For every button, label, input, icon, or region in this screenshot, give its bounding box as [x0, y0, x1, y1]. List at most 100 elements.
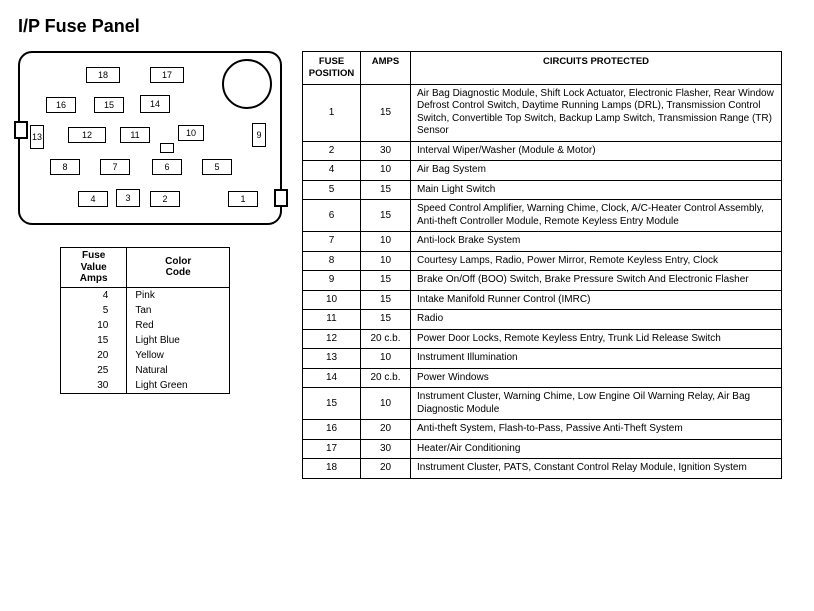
circuits-amps: 30 [361, 439, 411, 459]
circuits-row: 1820Instrument Cluster, PATS, Constant C… [303, 459, 782, 479]
color-code-color: Light Blue [127, 333, 230, 348]
circuits-desc: Radio [411, 310, 782, 330]
circuits-row: 1620Anti-theft System, Flash-to-Pass, Pa… [303, 420, 782, 440]
fuse-label: 7 [112, 162, 117, 172]
fuse-label: 11 [130, 130, 139, 140]
color-code-amps: 30 [61, 378, 127, 394]
circuits-amps: 20 [361, 459, 411, 479]
circuits-desc: Anti-lock Brake System [411, 232, 782, 252]
circuits-pos: 2 [303, 141, 361, 161]
color-code-color: Tan [127, 303, 230, 318]
circuits-desc: Power Windows [411, 368, 782, 388]
fuse-label: 4 [90, 194, 95, 204]
circuits-row: 1015Intake Manifold Runner Control (IMRC… [303, 290, 782, 310]
circuits-desc: Speed Control Amplifier, Warning Chime, … [411, 200, 782, 232]
circuits-pos: 17 [303, 439, 361, 459]
circuits-pos: 5 [303, 180, 361, 200]
circuits-desc: Power Door Locks, Remote Keyless Entry, … [411, 329, 782, 349]
circuits-amps: 15 [361, 290, 411, 310]
circuits-table: FUSEPOSITION AMPS CIRCUITS PROTECTED 115… [302, 51, 782, 479]
color-code-row: 20Yellow [61, 348, 230, 363]
circuits-pos: 18 [303, 459, 361, 479]
circuits-pos: 8 [303, 251, 361, 271]
fuse-label: 14 [150, 99, 160, 109]
circuits-desc: Main Light Switch [411, 180, 782, 200]
circuits-row: 115Air Bag Diagnostic Module, Shift Lock… [303, 84, 782, 141]
circuits-amps: 15 [361, 84, 411, 141]
circuits-amps: 10 [361, 161, 411, 181]
color-code-amps: 10 [61, 318, 127, 333]
color-code-color: Light Green [127, 378, 230, 394]
fuse-slot: 1 [228, 191, 258, 207]
fuse-slot: 12 [68, 127, 106, 143]
color-code-table: FuseValueAmps ColorCode 4Pink5Tan10Red15… [60, 247, 230, 394]
circuits-pos: 1 [303, 84, 361, 141]
main-layout: 181716151413121110987654321 FuseValueAmp… [8, 51, 806, 479]
circuits-amps: 10 [361, 232, 411, 252]
fuse-slot: 8 [50, 159, 80, 175]
circuits-row: 1420 c.b.Power Windows [303, 368, 782, 388]
fuse-slot: 15 [94, 97, 124, 113]
circuits-amps: 20 c.b. [361, 329, 411, 349]
circuits-desc: Air Bag Diagnostic Module, Shift Lock Ac… [411, 84, 782, 141]
circuits-amps: 20 [361, 420, 411, 440]
circuits-amps: 15 [361, 271, 411, 291]
fuse-slot: 10 [178, 125, 204, 141]
circuits-pos: 14 [303, 368, 361, 388]
circuits-amps: 15 [361, 180, 411, 200]
fuse-slot: 9 [252, 123, 266, 147]
circuits-row: 915Brake On/Off (BOO) Switch, Brake Pres… [303, 271, 782, 291]
circuits-amps: 10 [361, 349, 411, 369]
color-code-row: 10Red [61, 318, 230, 333]
color-code-row: 4Pink [61, 287, 230, 303]
fuse-slot: 16 [46, 97, 76, 113]
color-code-header-color: ColorCode [127, 248, 230, 288]
circuits-amps: 10 [361, 388, 411, 420]
circuits-header-amps: AMPS [361, 52, 411, 85]
fuse-label: 16 [56, 100, 66, 110]
color-code-body: 4Pink5Tan10Red15Light Blue20Yellow25Natu… [61, 287, 230, 393]
circuits-desc: Heater/Air Conditioning [411, 439, 782, 459]
panel-relay-icon [160, 143, 174, 153]
circuits-row: 615Speed Control Amplifier, Warning Chim… [303, 200, 782, 232]
circuits-row: 810Courtesy Lamps, Radio, Power Mirror, … [303, 251, 782, 271]
circuits-desc: Instrument Illumination [411, 349, 782, 369]
circuits-desc: Air Bag System [411, 161, 782, 181]
circuits-row: 1730Heater/Air Conditioning [303, 439, 782, 459]
color-code-amps: 4 [61, 287, 127, 303]
fuse-slot: 17 [150, 67, 184, 83]
circuits-desc: Courtesy Lamps, Radio, Power Mirror, Rem… [411, 251, 782, 271]
circuits-pos: 16 [303, 420, 361, 440]
color-code-color: Yellow [127, 348, 230, 363]
color-code-row: 15Light Blue [61, 333, 230, 348]
fuse-slot: 2 [150, 191, 180, 207]
circuits-amps: 20 c.b. [361, 368, 411, 388]
fuse-label: 18 [98, 70, 108, 80]
circuits-desc: Instrument Cluster, Warning Chime, Low E… [411, 388, 782, 420]
fuse-slot: 7 [100, 159, 130, 175]
fuse-slot: 18 [86, 67, 120, 83]
fuse-panel-diagram: 181716151413121110987654321 [18, 51, 282, 225]
circuits-row: 1310Instrument Illumination [303, 349, 782, 369]
circuits-row: 1220 c.b.Power Door Locks, Remote Keyles… [303, 329, 782, 349]
fuse-label: 10 [186, 128, 196, 138]
circuits-desc: Instrument Cluster, PATS, Constant Contr… [411, 459, 782, 479]
circuits-amps: 15 [361, 200, 411, 232]
fuse-slot: 3 [116, 189, 140, 207]
circuits-desc: Interval Wiper/Washer (Module & Motor) [411, 141, 782, 161]
fuse-slot: 14 [140, 95, 170, 113]
left-column: 181716151413121110987654321 FuseValueAmp… [8, 51, 282, 394]
color-code-amps: 20 [61, 348, 127, 363]
circuits-desc: Intake Manifold Runner Control (IMRC) [411, 290, 782, 310]
color-code-header-amps: FuseValueAmps [61, 248, 127, 288]
circuits-row: 410Air Bag System [303, 161, 782, 181]
circuits-pos: 12 [303, 329, 361, 349]
circuits-row: 710Anti-lock Brake System [303, 232, 782, 252]
circuits-pos: 9 [303, 271, 361, 291]
circuits-amps: 30 [361, 141, 411, 161]
page-title: I/P Fuse Panel [8, 8, 806, 51]
circuits-row: 1115Radio [303, 310, 782, 330]
color-code-row: 5Tan [61, 303, 230, 318]
fuse-slot: 11 [120, 127, 150, 143]
fuse-label: 6 [164, 162, 169, 172]
